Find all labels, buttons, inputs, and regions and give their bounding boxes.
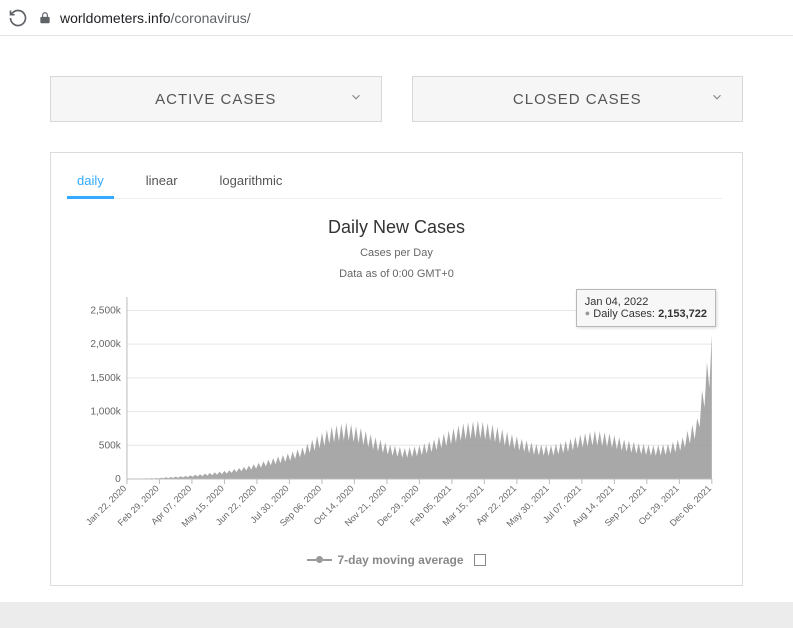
- chart-legend: 7-day moving average: [71, 553, 722, 567]
- svg-text:1,500k: 1,500k: [90, 373, 121, 384]
- url-host: worldometers.info: [60, 10, 171, 26]
- chart-area[interactable]: 0500k1,000k1,500k2,000k2,500kJan 22, 202…: [71, 289, 722, 539]
- chevron-down-icon: [349, 90, 363, 109]
- svg-text:2,500k: 2,500k: [90, 305, 121, 316]
- tab-linear[interactable]: linear: [140, 167, 184, 198]
- legend-line-icon: [307, 556, 332, 563]
- page-content: ACTIVE CASES CLOSED CASES daily linear l…: [0, 36, 793, 586]
- chart-tooltip: Jan 04, 2022 ● Daily Cases: 2,153,722: [576, 289, 716, 327]
- address-bar: worldometers.info/coronavirus/: [0, 0, 793, 36]
- legend-label: 7-day moving average: [337, 553, 463, 567]
- chart-tabs: daily linear logarithmic: [71, 167, 722, 199]
- chevron-down-icon: [710, 90, 724, 109]
- closed-cases-panel[interactable]: CLOSED CASES: [412, 76, 744, 122]
- chart-title: Daily New Cases: [71, 217, 722, 238]
- tooltip-value: 2,153,722: [658, 308, 707, 320]
- legend-checkbox[interactable]: [474, 554, 486, 566]
- url-path: /coronavirus/: [171, 10, 251, 26]
- panel-label: CLOSED CASES: [513, 91, 642, 108]
- active-cases-panel[interactable]: ACTIVE CASES: [50, 76, 382, 122]
- svg-text:500k: 500k: [99, 440, 122, 451]
- tooltip-label: Daily Cases:: [593, 308, 655, 320]
- chart-card: daily linear logarithmic Daily New Cases…: [50, 152, 743, 586]
- reload-icon[interactable]: [8, 8, 28, 28]
- panel-label: ACTIVE CASES: [155, 91, 276, 108]
- chart-subtitle-1: Cases per Day: [71, 246, 722, 261]
- svg-text:2,000k: 2,000k: [90, 339, 121, 350]
- chart-subtitle-2: Data as of 0:00 GMT+0: [71, 267, 722, 282]
- tab-daily[interactable]: daily: [71, 167, 110, 198]
- tooltip-marker-icon: ●: [585, 308, 590, 318]
- svg-text:1,000k: 1,000k: [90, 406, 121, 417]
- lock-icon: [38, 11, 52, 25]
- tooltip-date: Jan 04, 2022: [585, 296, 649, 308]
- tab-logarithmic[interactable]: logarithmic: [214, 167, 289, 198]
- case-panels: ACTIVE CASES CLOSED CASES: [50, 76, 743, 122]
- footer-band: [0, 602, 793, 628]
- url-text[interactable]: worldometers.info/coronavirus/: [60, 10, 251, 26]
- legend-item-ma[interactable]: 7-day moving average: [307, 553, 463, 567]
